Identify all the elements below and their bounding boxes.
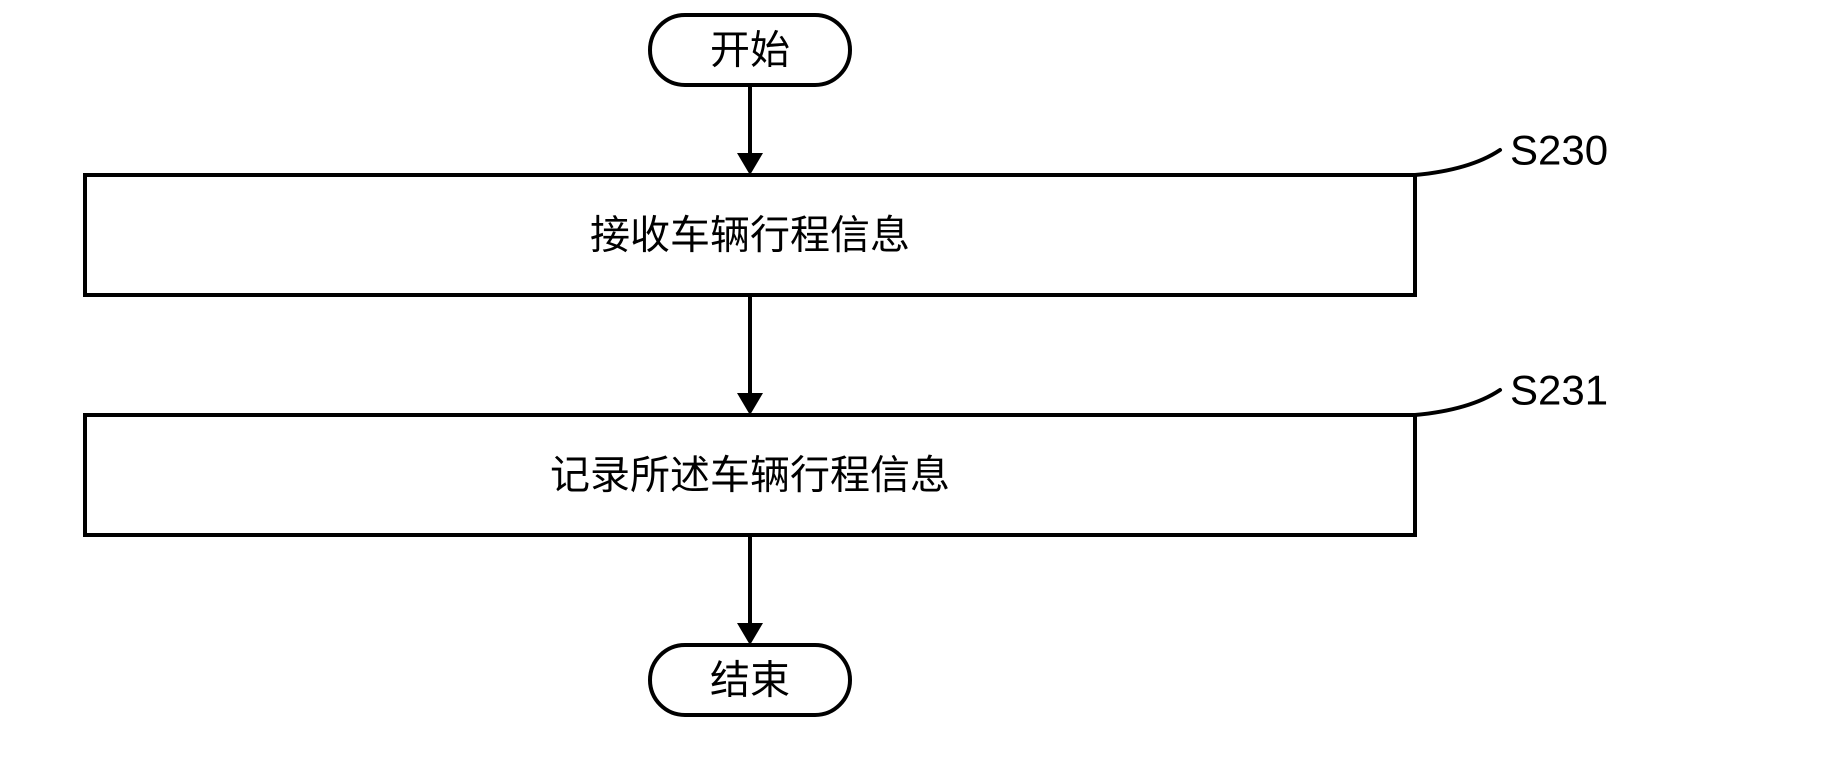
label-s230: S230: [1510, 127, 1608, 174]
label-s231: S231: [1510, 367, 1608, 414]
arrowhead-s230-s231: [737, 393, 763, 415]
lead-s230: [1415, 150, 1500, 175]
node-s230-text: 接收车辆行程信息: [590, 213, 910, 258]
node-end-text: 结束: [710, 658, 790, 703]
arrowhead-s231-end: [737, 623, 763, 645]
node-s231-text: 记录所述车辆行程信息: [550, 453, 950, 498]
node-start-text: 开始: [710, 28, 790, 73]
lead-s231: [1415, 390, 1500, 415]
arrowhead-start-s230: [737, 153, 763, 175]
